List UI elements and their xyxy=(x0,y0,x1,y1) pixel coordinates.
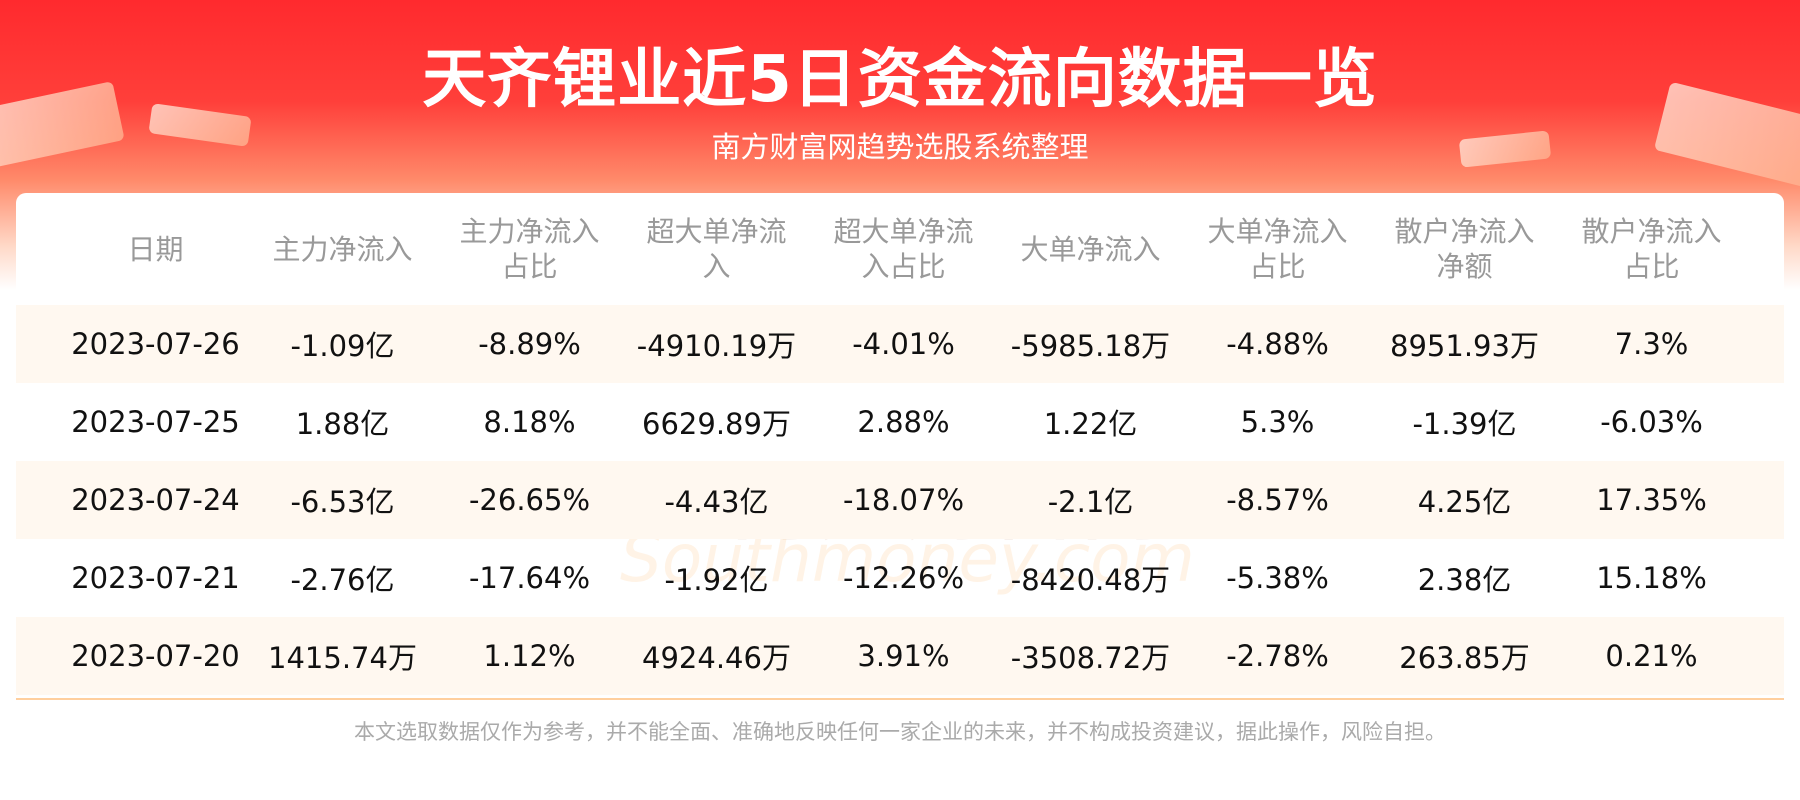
table-cell: -3508.72万 xyxy=(1010,641,1171,675)
table-cell: -4.88% xyxy=(1226,327,1329,361)
table-cell: -4910.19万 xyxy=(636,329,797,363)
column-header-text: 散户净流入占比 xyxy=(1581,215,1722,283)
table-cell: 1.88亿 xyxy=(295,407,390,441)
table-cell: 8951.93万 xyxy=(1390,329,1539,363)
column-header: 散户净流入净额 xyxy=(1371,193,1558,305)
table-row: 2023-07-26 -1.09亿 -8.89% -4910.19万 -4.01% -59… xyxy=(16,305,1784,383)
table-cell: -2.76亿 xyxy=(290,563,395,597)
title: 天齐锂业近5日资金流向数据一览 xyxy=(422,43,1378,117)
table-cell: -17.64% xyxy=(468,561,591,595)
table-cell: -1.92亿 xyxy=(664,563,769,597)
table-cell: 1.22亿 xyxy=(1043,407,1138,441)
table-cell: 5.3% xyxy=(1240,405,1315,439)
table-cell: 7.3% xyxy=(1614,327,1689,361)
table-cell: 2.88% xyxy=(857,405,950,439)
table-cell: -1.39亿 xyxy=(1412,407,1517,441)
table-cell: 15.18% xyxy=(1596,561,1707,595)
table-cell: 1.12% xyxy=(483,639,576,673)
table-row: 2023-07-25 1.88亿 8.18% 6629.89万 2.88% 1.22亿 5.… xyxy=(16,383,1784,461)
table-cell: -26.65% xyxy=(468,483,591,517)
table-cell: -2.78% xyxy=(1226,639,1329,673)
table-cell: -2.1亿 xyxy=(1047,485,1134,519)
column-header: 主力净流入占比 xyxy=(436,193,623,305)
column-header-text: 大单净流入占比 xyxy=(1207,215,1348,283)
subtitle: 南方财富网趋势选股系统整理 xyxy=(711,130,1089,164)
table-row: 2023-07-21 -2.76亿 -17.64% -1.92亿 -12.26% -842… xyxy=(16,539,1784,617)
table-cell: 6629.89万 xyxy=(642,407,791,441)
table-cell: 263.85万 xyxy=(1399,641,1530,675)
table-cell: -4.01% xyxy=(852,327,955,361)
column-header-text: 大单净流入 xyxy=(1020,232,1161,266)
table-cell: 2023-07-24 xyxy=(71,483,240,517)
table-row: 2023-07-24 -6.53亿 -26.65% -4.43亿 -18.07% -2.1… xyxy=(16,461,1784,539)
table-cell: -5985.18万 xyxy=(1010,329,1171,363)
table-cell: -8.89% xyxy=(478,327,581,361)
table-cell: 2023-07-25 xyxy=(71,405,240,439)
table-cell: 4924.46万 xyxy=(642,641,791,675)
column-header: 大单净流入占比 xyxy=(1184,193,1371,305)
column-header-text: 日期 xyxy=(127,232,184,266)
column-header-text: 散户净流入净额 xyxy=(1394,215,1535,283)
table-cell: 4.25亿 xyxy=(1417,485,1512,519)
table-cell: 3.91% xyxy=(857,639,950,673)
column-header-text: 超大单净流入 xyxy=(646,215,787,283)
table-cell: -1.09亿 xyxy=(290,329,395,363)
column-header-text: 主力净流入占比 xyxy=(459,215,600,283)
table-row: 2023-07-20 1415.74万 1.12% 4924.46万 3.91% -350… xyxy=(16,617,1784,695)
table-cell: 2023-07-20 xyxy=(71,639,240,673)
column-header: 大单净流入 xyxy=(997,193,1184,305)
table-cell: -6.03% xyxy=(1600,405,1703,439)
table-cell: -6.53亿 xyxy=(290,485,395,519)
table-cell: -8420.48万 xyxy=(1010,563,1171,597)
column-header: 超大单净流入占比 xyxy=(810,193,997,305)
table-cell: 2.38亿 xyxy=(1417,563,1512,597)
table-cell: -18.07% xyxy=(842,483,965,517)
column-header: 超大单净流入 xyxy=(623,193,810,305)
column-header-text: 主力净流入 xyxy=(272,232,413,266)
disclaimer: 本文选取数据仅作为参考，并不能全面、准确地反映任何一家企业的未来，并不构成投资建… xyxy=(354,720,1446,744)
column-header: 主力净流入 xyxy=(249,193,436,305)
column-header-text: 超大单净流入占比 xyxy=(833,215,974,283)
column-header: 日期 xyxy=(62,193,249,305)
table-cell: -5.38% xyxy=(1226,561,1329,595)
table-card xyxy=(16,193,1784,700)
table-cell: -12.26% xyxy=(842,561,965,595)
table-cell: 17.35% xyxy=(1596,483,1707,517)
table-cell: 8.18% xyxy=(483,405,576,439)
header-row: 日期 主力净流入 主力净流入占比 超大单净流入 超大单净流入占比 大单净流入 大单净流入占比… xyxy=(16,193,1784,305)
table-cell: 2023-07-21 xyxy=(71,561,240,595)
table-cell: 2023-07-26 xyxy=(71,327,240,361)
table-cell: -4.43亿 xyxy=(664,485,769,519)
column-header: 散户净流入占比 xyxy=(1558,193,1745,305)
table-cell: 1415.74万 xyxy=(268,641,417,675)
table-cell: 0.21% xyxy=(1605,639,1698,673)
table-cell: -8.57% xyxy=(1226,483,1329,517)
